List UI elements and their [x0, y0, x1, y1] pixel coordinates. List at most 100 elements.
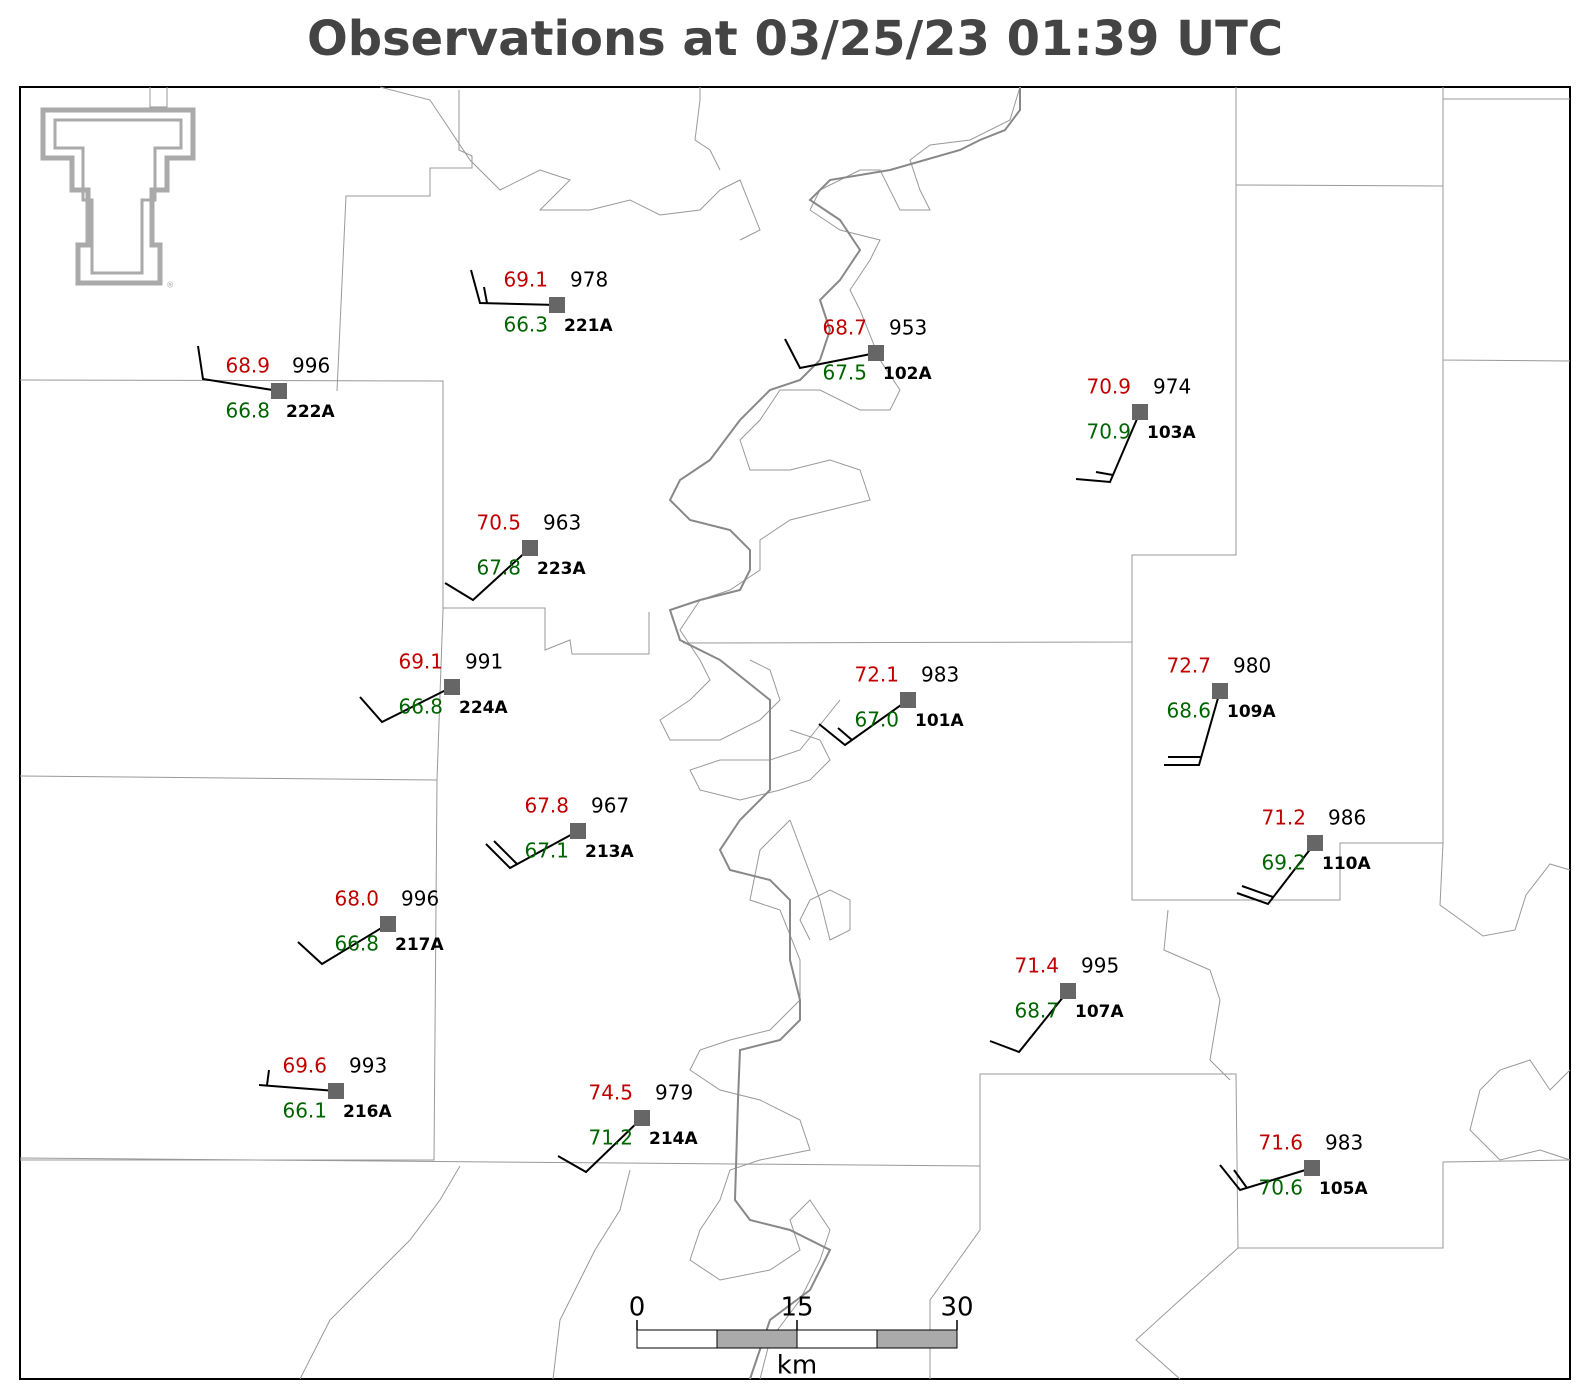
station-marker: [380, 916, 396, 932]
station-id: 103A: [1147, 423, 1196, 443]
station-id: 217A: [395, 935, 444, 955]
station: 71.4 995 68.7 107A: [989, 954, 1124, 1054]
station-marker: [1212, 683, 1228, 699]
station-marker: [634, 1110, 650, 1126]
station: 71.2 986 69.2 110A: [1236, 806, 1371, 906]
station-marker: [1060, 983, 1076, 999]
station-marker: [1307, 835, 1323, 851]
scale-bar: 0 15 30 km: [629, 1293, 974, 1381]
pressure: 991: [465, 650, 503, 674]
station-id: 105A: [1319, 1179, 1368, 1199]
pressure: 974: [1153, 375, 1191, 399]
scale-tick-label: 0: [629, 1293, 646, 1323]
dewpoint: 66.8: [225, 399, 270, 423]
station-marker: [271, 383, 287, 399]
station: 69.6 993 66.1 216A: [258, 1054, 392, 1123]
temperature: 69.6: [282, 1054, 327, 1078]
station-marker: [522, 540, 538, 556]
pressure: 996: [292, 354, 330, 378]
station: 69.1 991 66.8 224A: [359, 650, 508, 724]
pressure: 983: [1325, 1131, 1363, 1155]
station-id: 214A: [649, 1129, 698, 1149]
station-marker: [1304, 1160, 1320, 1176]
scale-tick-label: 15: [780, 1293, 813, 1323]
temperature: 74.5: [588, 1081, 633, 1105]
temperature: 72.7: [1166, 654, 1211, 678]
temperature: 69.1: [398, 650, 443, 674]
temperature: 71.6: [1258, 1131, 1303, 1155]
dewpoint: 66.3: [503, 313, 548, 337]
temperature: 67.8: [524, 794, 569, 818]
dewpoint: 68.7: [1014, 999, 1059, 1023]
scale-unit: km: [777, 1351, 817, 1381]
station-marker: [570, 823, 586, 839]
station-id: 107A: [1075, 1002, 1124, 1022]
dewpoint: 69.2: [1261, 851, 1306, 875]
title: Observations at 03/25/23 01:39 UTC: [307, 11, 1283, 67]
dewpoint: 66.1: [282, 1099, 327, 1123]
scale-segment: [876, 1329, 958, 1349]
dewpoint: 67.8: [476, 556, 521, 580]
dewpoint: 70.6: [1258, 1176, 1303, 1200]
station-id: 222A: [286, 402, 335, 422]
station-marker: [549, 297, 565, 313]
dewpoint: 66.8: [398, 695, 443, 719]
station: 70.9 974 70.9 103A: [1075, 375, 1196, 484]
dewpoint: 71.2: [588, 1126, 633, 1150]
station: 69.1 978 66.3 221A: [470, 268, 613, 337]
temperature: 68.7: [822, 316, 867, 340]
pressure: 979: [655, 1081, 693, 1105]
dewpoint: 67.0: [854, 708, 899, 732]
scale-segment: [636, 1329, 718, 1349]
temperature: 69.1: [503, 268, 548, 292]
station-id: 224A: [459, 698, 508, 718]
station-id: 102A: [883, 364, 932, 384]
station: 70.5 963 67.8 223A: [444, 511, 586, 602]
pressure: 996: [401, 887, 439, 911]
temperature: 71.2: [1261, 806, 1306, 830]
pressure: 967: [591, 794, 629, 818]
scale-segment: [796, 1329, 878, 1349]
temperature: 68.9: [225, 354, 270, 378]
logo: ®: [40, 107, 196, 290]
station: 68.0 996 66.8 217A: [297, 887, 444, 966]
station-marker: [328, 1083, 344, 1099]
pressure: 986: [1328, 806, 1366, 830]
dewpoint: 66.8: [334, 932, 379, 956]
station: 68.9 996 66.8 222A: [197, 345, 335, 423]
station-id: 216A: [343, 1102, 392, 1122]
pressure: 963: [543, 511, 581, 535]
dewpoint: 67.1: [524, 839, 569, 863]
dewpoint: 70.9: [1086, 420, 1131, 444]
station: 68.7 953 67.5 102A: [784, 316, 932, 385]
temperature: 68.0: [334, 887, 379, 911]
scale-tick-label: 30: [940, 1293, 973, 1323]
scale-segment: [716, 1329, 798, 1349]
station: 71.6 983 70.6 105A: [1219, 1131, 1368, 1200]
pressure: 993: [349, 1054, 387, 1078]
station-id: 109A: [1227, 702, 1276, 722]
dewpoint: 68.6: [1166, 699, 1211, 723]
pressure: 980: [1233, 654, 1271, 678]
station-id: 221A: [564, 316, 613, 336]
station-marker: [444, 679, 460, 695]
svg-text:®: ®: [166, 281, 174, 290]
station: 67.8 967 67.1 213A: [485, 794, 634, 870]
pressure: 983: [921, 663, 959, 687]
station-id: 110A: [1322, 854, 1371, 874]
station: 74.5 979 71.2 214A: [557, 1081, 698, 1174]
station-id: 213A: [585, 842, 634, 862]
station-marker: [1132, 404, 1148, 420]
station: 72.7 980 68.6 109A: [1164, 654, 1276, 766]
station-marker: [900, 692, 916, 708]
pressure: 978: [570, 268, 608, 292]
dewpoint: 67.5: [822, 361, 867, 385]
temperature: 70.5: [476, 511, 521, 535]
temperature: 72.1: [854, 663, 899, 687]
pressure: 953: [889, 316, 927, 340]
station-marker: [868, 345, 884, 361]
temperature: 70.9: [1086, 375, 1131, 399]
